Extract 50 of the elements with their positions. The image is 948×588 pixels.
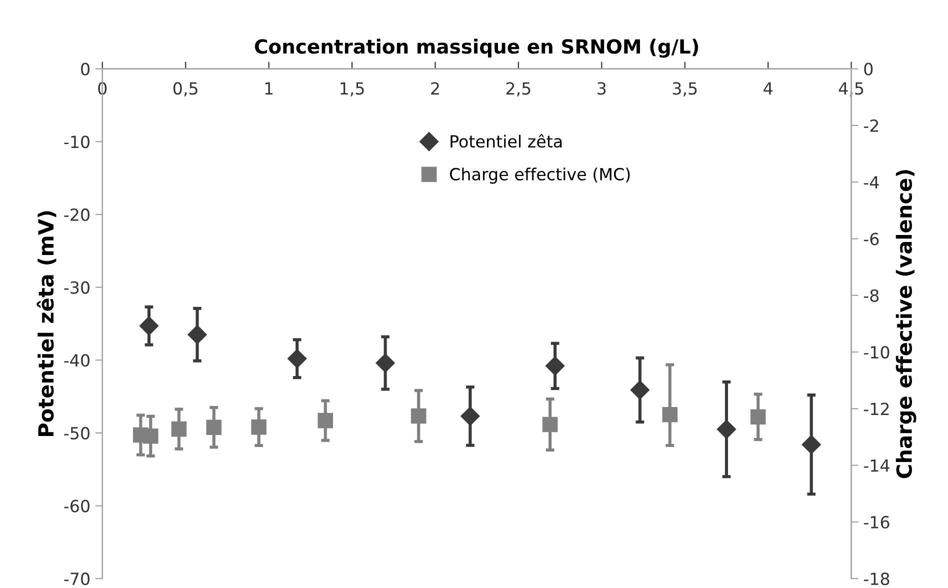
point: [662, 406, 678, 422]
point: [139, 316, 159, 336]
x-axis-title: Concentration massique en SRNOM (g/L): [254, 38, 698, 58]
point: [288, 349, 307, 368]
y-axis-title: Potentiel zêta (mV): [36, 211, 56, 436]
point: [143, 428, 158, 444]
y2-tick-label: 0: [864, 62, 873, 76]
y-tick-label: -70: [64, 572, 90, 586]
y2-tick-label: -18: [864, 572, 890, 586]
x-tick-label: 1: [265, 82, 273, 94]
point: [376, 353, 395, 373]
point: [546, 356, 565, 376]
x-tick-label: 3,5: [672, 82, 697, 96]
y-tick-label: -40: [64, 354, 90, 367]
point: [750, 409, 766, 425]
y2-tick-label: -8: [864, 289, 879, 302]
y2-axis-title: Charge effective (valence): [896, 170, 916, 478]
point: [171, 421, 187, 437]
point: [460, 406, 480, 426]
y2-tick-label: -10: [864, 346, 890, 359]
x-tick-label: 4,5: [838, 82, 864, 96]
point: [188, 325, 207, 344]
point: [410, 408, 426, 424]
point: [630, 380, 650, 400]
y2-tick-label: -16: [864, 516, 890, 529]
x-tick-label: 3: [598, 82, 606, 95]
y2-tick-label: -14: [864, 459, 890, 472]
x-tick-label: 2: [431, 82, 439, 94]
legend-label: Charge effective (MC): [450, 168, 630, 184]
y-tick-label: -30: [64, 281, 90, 294]
point: [251, 419, 266, 435]
x-tick-label: 4: [764, 82, 772, 94]
x-tick-label: 1,5: [340, 82, 364, 96]
y-tick-label: -20: [64, 208, 90, 222]
x-tick-label: 2,5: [506, 82, 530, 96]
y2-tick-label: -12: [864, 402, 889, 415]
point: [542, 416, 558, 432]
y2-tick-label: -6: [864, 232, 879, 246]
x-tick-label: 0,5: [173, 82, 198, 96]
point: [206, 420, 222, 435]
point: [318, 412, 334, 428]
legend-label: Potentiel zêta: [450, 134, 562, 148]
point: [802, 435, 821, 454]
y-tick-label: -10: [64, 136, 90, 148]
y-tick-label: -50: [64, 426, 90, 440]
y2-tick-label: -4: [864, 176, 879, 188]
y-tick-label: -60: [64, 500, 90, 512]
point: [716, 420, 736, 439]
y2-tick-label: -2: [864, 119, 878, 132]
y-tick-label: 0: [81, 62, 90, 76]
